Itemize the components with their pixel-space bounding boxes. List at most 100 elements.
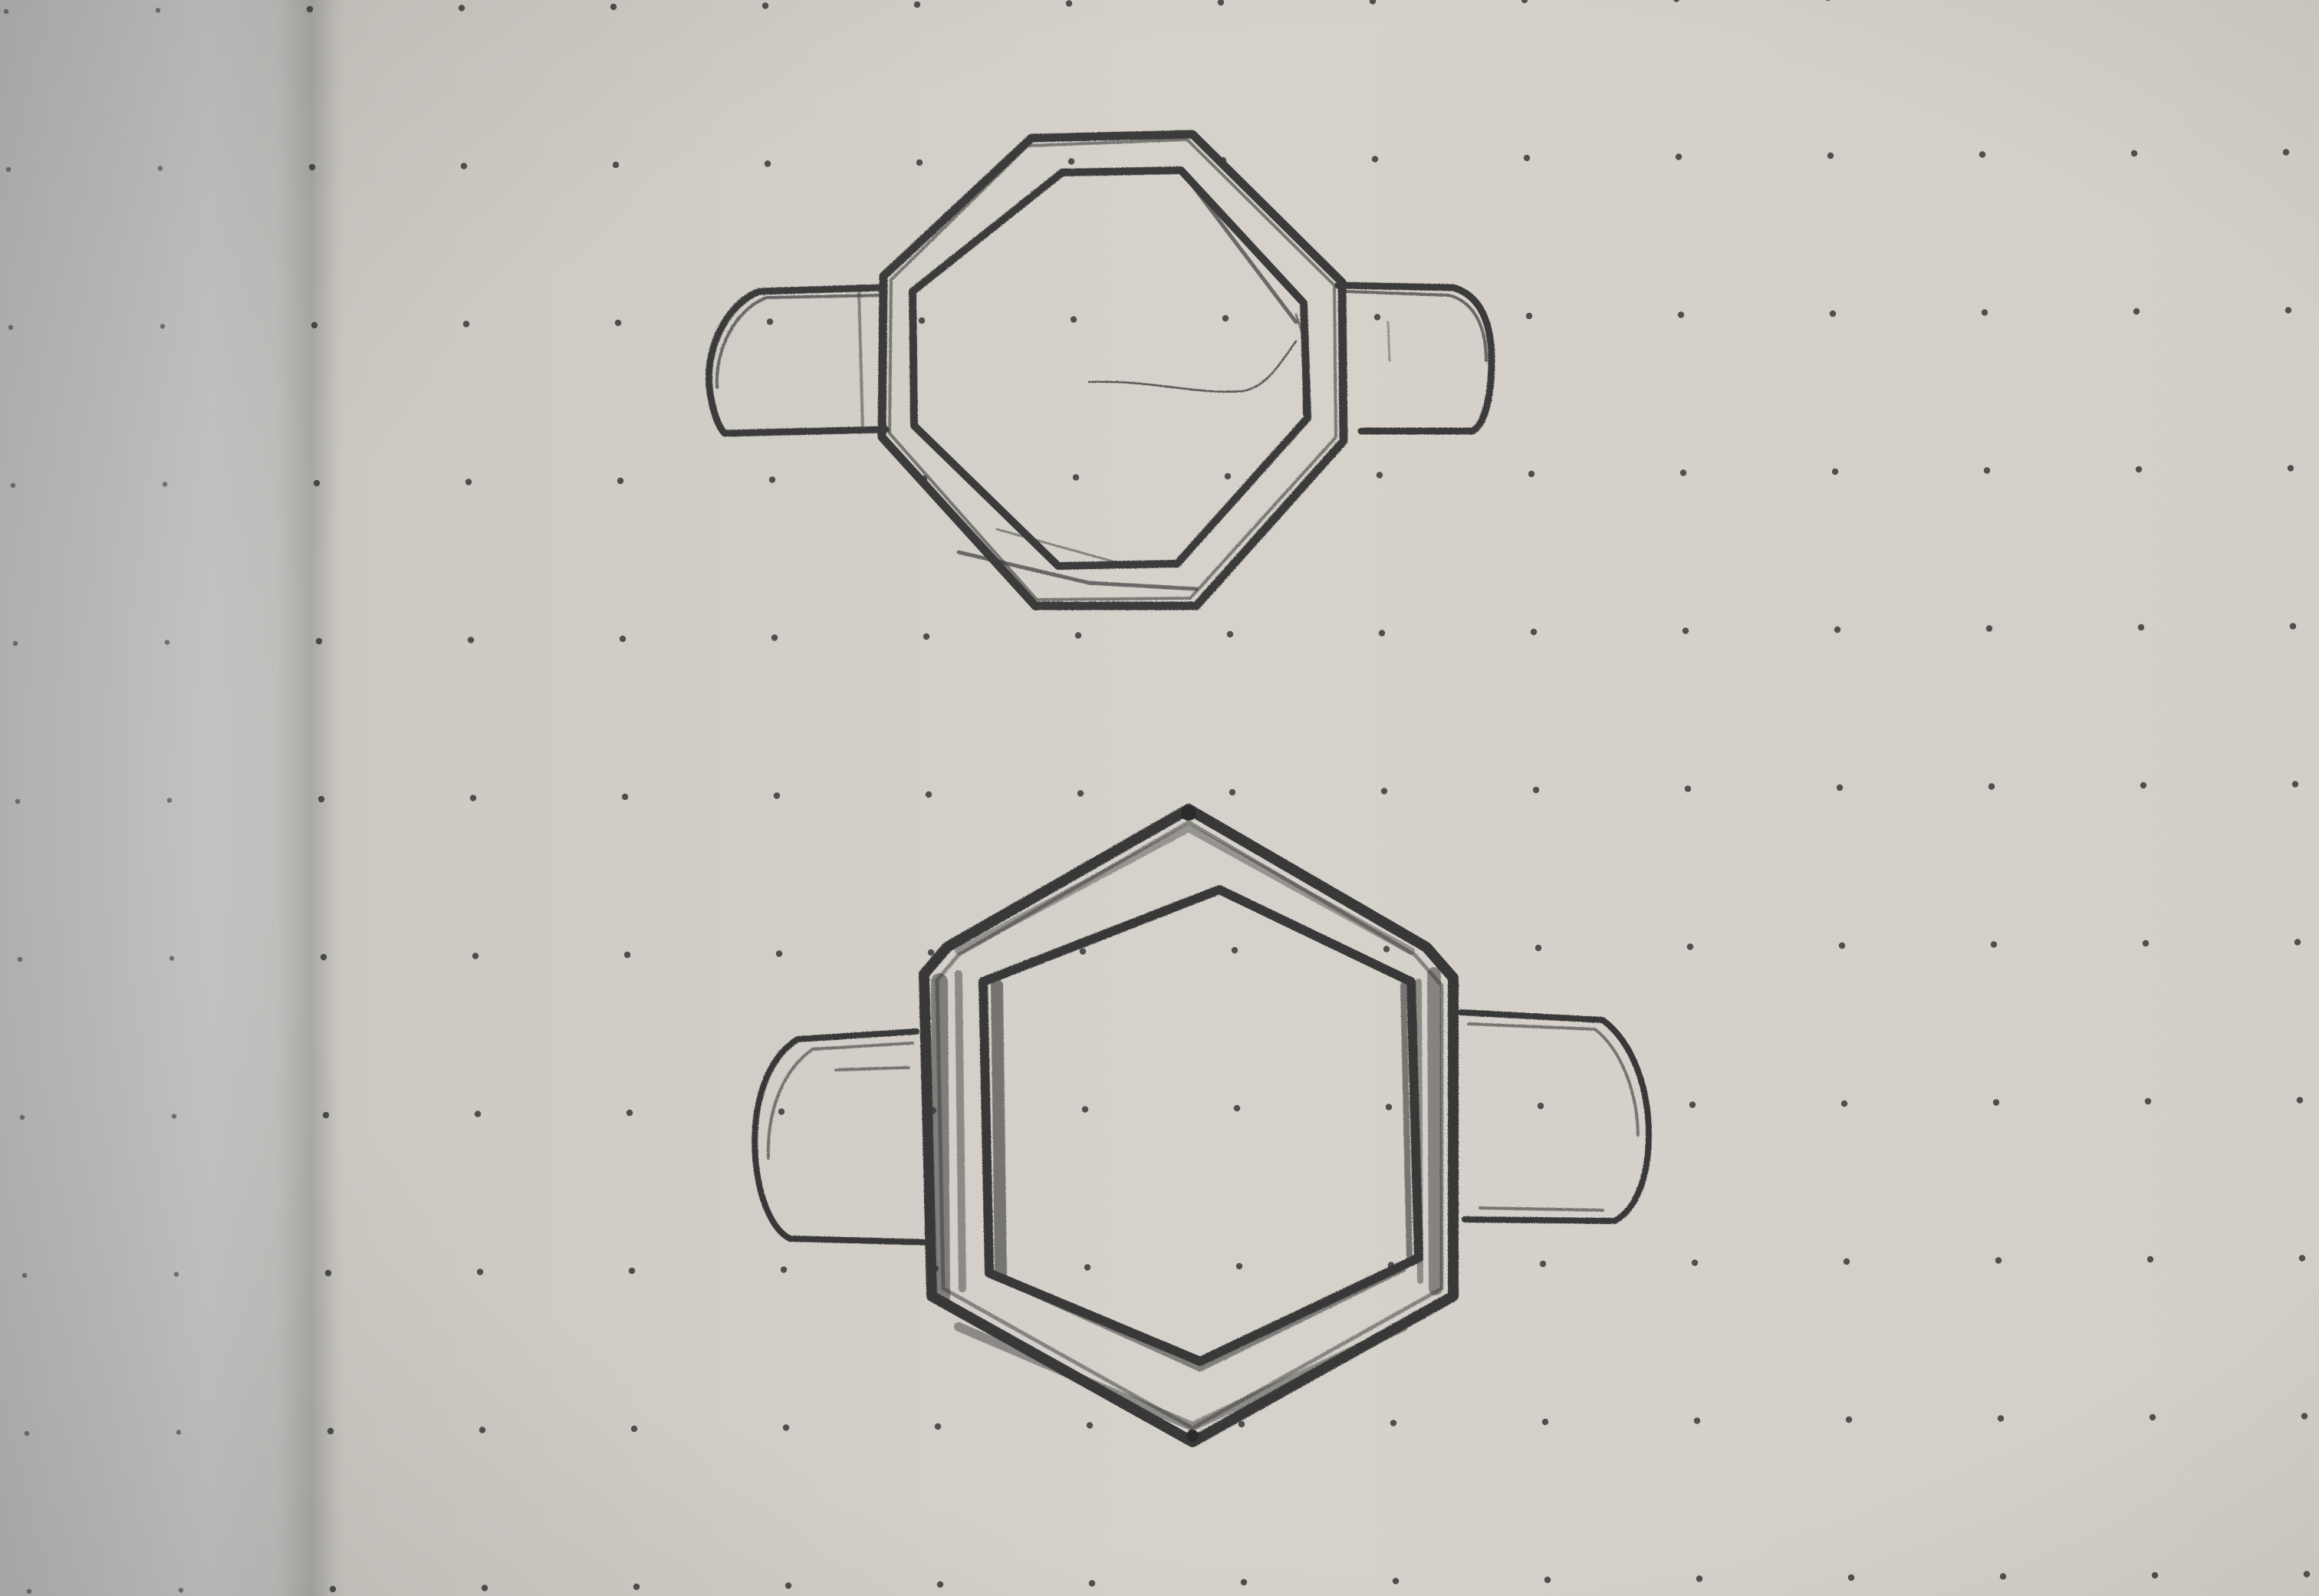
grid-dot xyxy=(1537,1102,1544,1110)
octagon-left-strap xyxy=(705,284,890,437)
grid-dot xyxy=(467,637,475,643)
grid-dot xyxy=(1675,153,1683,160)
grid-dot xyxy=(3,8,9,15)
grid-dot xyxy=(1539,1260,1547,1268)
grid-dot xyxy=(1693,1417,1701,1424)
grid-dot xyxy=(1525,312,1533,320)
grid-dot xyxy=(162,482,168,487)
grid-dot xyxy=(2291,781,2299,788)
grid-dot xyxy=(1847,1574,1855,1581)
hexagon-watch-sketch xyxy=(752,804,1652,1447)
grid-dot xyxy=(619,635,627,643)
grid-dot xyxy=(1840,1100,1848,1107)
grid-dot xyxy=(1077,790,1084,797)
grid-dot xyxy=(918,317,926,324)
grid-dot xyxy=(306,5,314,13)
grid-dot xyxy=(313,479,321,487)
grid-dot xyxy=(24,1430,30,1436)
grid-dot xyxy=(1831,468,1839,476)
grid-dot xyxy=(2144,1097,2152,1105)
grid-dot xyxy=(913,1,921,8)
grid-dot xyxy=(2296,1097,2304,1104)
grid-dot xyxy=(1235,1262,1243,1270)
octagon-inner-face xyxy=(909,166,1311,570)
grid-dot xyxy=(1997,1415,2005,1422)
grid-dot xyxy=(1390,1420,1397,1427)
grid-dot xyxy=(1240,1578,1248,1586)
grid-dot xyxy=(1829,310,1837,318)
grid-dot xyxy=(160,324,166,329)
grid-dot xyxy=(785,1582,792,1589)
grid-dot xyxy=(12,640,18,647)
grid-dot xyxy=(5,166,12,173)
grid-dot xyxy=(2303,1571,2311,1578)
grid-dot xyxy=(10,482,16,489)
octagon-right-strap xyxy=(1334,281,1495,435)
hexagon-right-strap xyxy=(1458,1009,1652,1224)
grid-dot xyxy=(1534,944,1542,952)
grid-dot xyxy=(1229,788,1236,796)
grid-dot xyxy=(1686,943,1694,950)
grid-dot xyxy=(2282,149,2290,156)
grid-dot xyxy=(1838,942,1846,949)
grid-dot xyxy=(633,1583,640,1591)
grid-dot xyxy=(934,1423,942,1430)
grid-dot xyxy=(1530,628,1538,636)
grid-dot xyxy=(2130,150,2138,157)
grid-dot xyxy=(173,1272,179,1277)
grid-dot xyxy=(472,953,479,959)
grid-dot xyxy=(2149,1413,2156,1421)
grid-dot xyxy=(2137,624,2145,631)
grid-dot xyxy=(768,476,776,483)
grid-dot xyxy=(2142,940,2150,947)
dot-grid xyxy=(3,0,2311,1594)
grid-dot xyxy=(171,1114,177,1119)
grid-dot xyxy=(155,8,161,13)
grid-dot xyxy=(1079,948,1087,955)
grid-dot xyxy=(2298,1255,2306,1262)
grid-dot xyxy=(782,1424,790,1431)
grid-dot xyxy=(8,324,14,331)
grid-dot xyxy=(773,792,781,799)
grid-dot xyxy=(1392,1578,1400,1584)
hexagon-left-strap xyxy=(752,1028,935,1246)
grid-dot xyxy=(771,634,778,641)
grid-dot xyxy=(474,1111,482,1117)
octagon-watch-sketch xyxy=(705,130,1495,610)
grid-dot xyxy=(469,795,477,801)
grid-dot xyxy=(1233,1104,1241,1112)
grid-dot xyxy=(458,5,465,12)
grid-dot xyxy=(775,950,783,957)
grid-dot xyxy=(2284,307,2292,314)
grid-dot xyxy=(630,1425,638,1433)
grid-dot xyxy=(1383,946,1390,953)
grid-dot xyxy=(2135,466,2143,473)
grid-dot xyxy=(612,161,620,169)
grid-dot xyxy=(1065,0,1073,7)
grid-dot xyxy=(1532,786,1540,794)
grid-dot xyxy=(1369,0,1377,5)
grid-dot xyxy=(476,1269,484,1275)
grid-dot xyxy=(2301,1413,2308,1420)
grid-dot xyxy=(308,163,316,171)
grid-dot xyxy=(1826,0,1831,2)
grid-dot xyxy=(628,1267,636,1275)
grid-dot xyxy=(764,160,771,167)
grid-dot xyxy=(2294,939,2301,946)
grid-dot xyxy=(1541,1418,1549,1426)
grid-dot xyxy=(1988,783,1995,790)
grid-dot xyxy=(17,956,23,963)
grid-dot xyxy=(1380,788,1388,795)
grid-dot xyxy=(462,321,470,327)
grid-dot xyxy=(1070,316,1077,323)
grid-dot xyxy=(1682,627,1689,634)
grid-dot xyxy=(614,319,622,327)
grid-dot xyxy=(1226,630,1234,638)
grid-dot xyxy=(2289,623,2297,630)
grid-dot xyxy=(315,637,323,645)
grid-dot xyxy=(21,1272,28,1278)
grid-dot xyxy=(166,798,173,803)
grid-dot xyxy=(780,1266,788,1273)
grid-dot xyxy=(2146,1255,2154,1263)
